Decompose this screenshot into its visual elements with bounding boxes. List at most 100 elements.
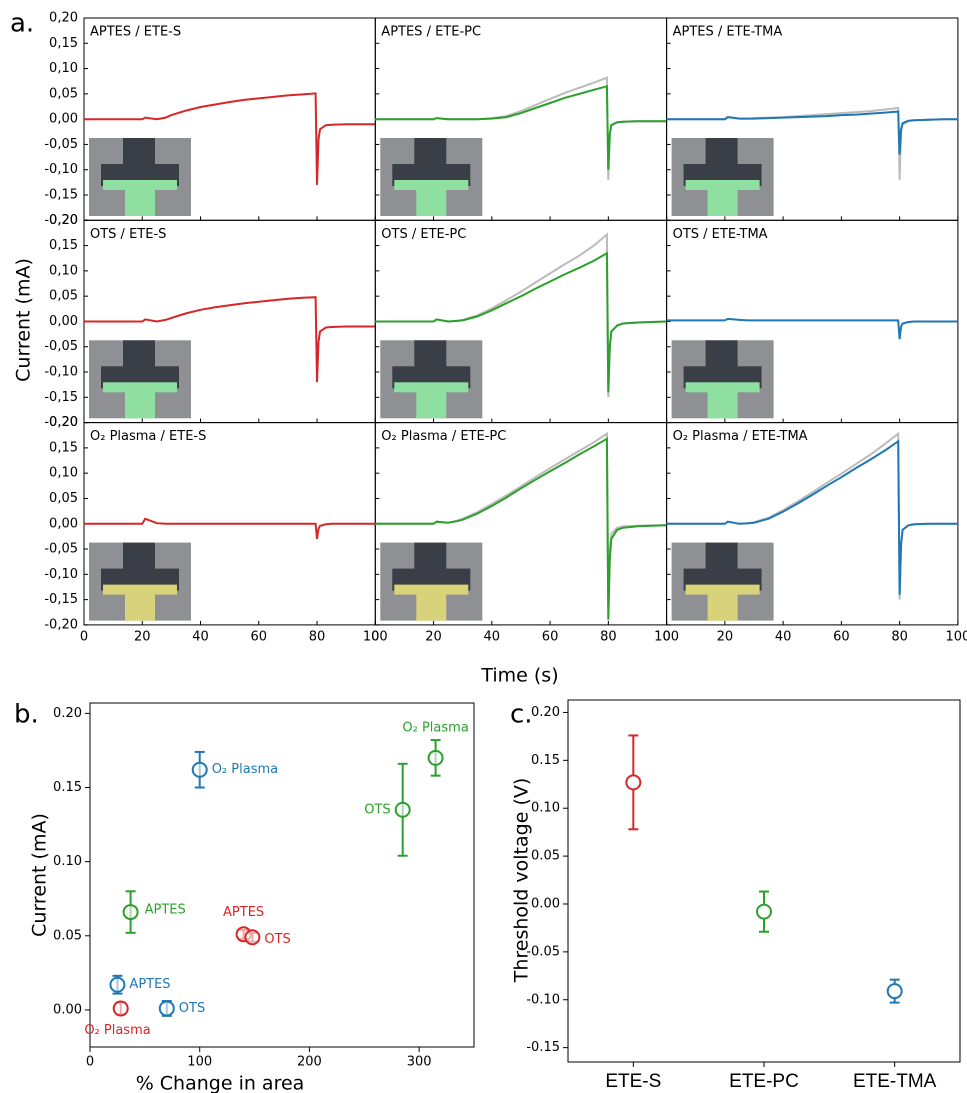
x-tick-label: 40 (484, 629, 501, 644)
x-tick-label: 20 (134, 629, 151, 644)
y-tick-label: 0.05 (53, 928, 82, 943)
y-tick-label: -0,15 (44, 188, 78, 203)
panel-title: OTS / ETE-PC (381, 227, 466, 242)
y-axis-title: Threshold voltage (V) (511, 778, 533, 984)
y-tick-label: 0,00 (49, 112, 78, 127)
inset-electrode (685, 382, 760, 393)
point-label: O₂ Plasma (84, 1023, 150, 1038)
point-label: APTES (223, 905, 264, 920)
x-tick-label: ETE-PC (729, 1071, 799, 1092)
current-trace (84, 517, 376, 540)
x-tick-label: 100 (187, 1055, 212, 1070)
y-tick-label: 0,05 (49, 491, 78, 506)
y-tick-label: -0.05 (526, 944, 560, 959)
panel-title: APTES / ETE-TMA (673, 25, 783, 40)
panel-label: b. (14, 700, 39, 730)
y-tick-label: -0,10 (44, 162, 78, 177)
y-tick-label: -0,10 (44, 567, 78, 582)
point (886, 983, 903, 1000)
y-tick-label: -0.15 (526, 1040, 560, 1055)
x-tick-label: 0 (86, 1055, 94, 1070)
panel-label: c. (510, 700, 533, 730)
inset-electrode (394, 180, 469, 190)
x-tick-label: 0 (80, 629, 88, 644)
current-trace (375, 437, 667, 620)
panel-title: O₂ Plasma / ETE-TMA (673, 429, 808, 444)
y-tick-label: 0.10 (531, 801, 560, 816)
inset-dark (705, 340, 738, 371)
y-tick-label: -0.10 (526, 992, 560, 1007)
x-tick-label: 40 (775, 629, 792, 644)
current-trace (375, 251, 667, 393)
x-tick-label: 80 (600, 629, 617, 644)
inset-dark (705, 138, 738, 168)
point-label: OTS (364, 802, 390, 817)
y-tick-label: 0.15 (53, 780, 82, 795)
y-tick-label: 0.05 (531, 849, 560, 864)
y-tick-label: 0.15 (531, 753, 560, 768)
inset-electrode (394, 584, 469, 595)
inset-electrode (103, 180, 177, 190)
x-tick-label: 60 (833, 629, 850, 644)
panel-title: APTES / ETE-S (90, 25, 181, 40)
y-tick-label: 0,00 (49, 516, 78, 531)
x-tick-label: ETE-TMA (853, 1071, 937, 1092)
point (427, 749, 444, 766)
point (158, 1000, 175, 1017)
point (112, 1000, 129, 1017)
inset-dark (123, 340, 155, 371)
x-tick-label: 80 (309, 629, 326, 644)
inset-electrode (103, 584, 177, 595)
y-tick-label: 0,20 (49, 11, 78, 26)
x-tick-label: 100 (654, 629, 679, 644)
panel-title: O₂ Plasma / ETE-PC (381, 429, 506, 444)
y-tick-label: 0.10 (53, 854, 82, 869)
plot-frame (89, 702, 475, 1048)
x-axis-title: Time (s) (480, 665, 558, 687)
x-tick-label: 20 (717, 629, 734, 644)
current-trace (666, 317, 958, 340)
panel-label: a. (10, 9, 34, 39)
y-tick-label: 0,05 (49, 289, 78, 304)
y-tick-label: 0,10 (49, 466, 78, 481)
inset-electrode (394, 382, 469, 393)
y-tick-label: 0,20 (49, 415, 78, 430)
point-label: O₂ Plasma (212, 762, 278, 777)
x-tick-label: 100 (945, 629, 967, 644)
point (122, 904, 139, 921)
y-axis-title: Current (mA) (29, 813, 51, 937)
x-tick-label: 80 (891, 629, 908, 644)
y-tick-label: -0,15 (44, 390, 78, 405)
x-tick-label: 20 (425, 629, 442, 644)
point (394, 801, 411, 818)
panel-title: APTES / ETE-PC (381, 25, 481, 40)
point (191, 761, 208, 778)
y-tick-label: -0,05 (44, 542, 78, 557)
y-tick-label: -0,15 (44, 592, 78, 607)
inset-dark (123, 542, 155, 573)
point-label: OTS (264, 932, 290, 947)
inset-dark (123, 138, 155, 168)
y-tick-label: -0,20 (44, 213, 78, 228)
y-tick-label: 0,15 (49, 238, 78, 253)
x-tick-label: 0 (371, 629, 379, 644)
y-tick-label: 0.00 (53, 1002, 82, 1017)
x-tick-label: 40 (192, 629, 209, 644)
x-tick-label: 300 (407, 1055, 432, 1070)
inset-electrode (685, 584, 760, 595)
point-label: APTES (145, 903, 186, 918)
y-axis-title: Current (mA) (13, 258, 35, 382)
y-tick-label: 0.20 (531, 705, 560, 720)
x-tick-label: 60 (542, 629, 559, 644)
point-label: O₂ Plasma (402, 720, 468, 735)
y-tick-label: -0,05 (44, 137, 78, 152)
current-trace (666, 110, 958, 155)
inset-dark (414, 340, 447, 371)
y-tick-label: -0,20 (44, 617, 78, 632)
x-tick-label: 0 (662, 629, 670, 644)
inset-dark (414, 138, 447, 168)
point (244, 929, 261, 946)
y-tick-label: -0,20 (44, 415, 78, 430)
y-tick-label: 0,10 (49, 263, 78, 278)
